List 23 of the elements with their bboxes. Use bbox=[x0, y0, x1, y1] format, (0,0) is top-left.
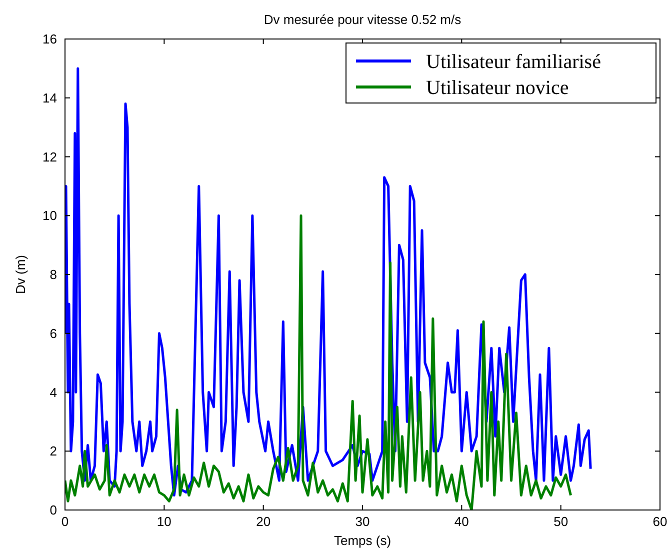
y-tick-label: 12 bbox=[42, 149, 57, 164]
y-tick-label: 4 bbox=[50, 384, 57, 400]
x-tick-label: 50 bbox=[554, 514, 568, 529]
x-tick-label: 20 bbox=[256, 514, 271, 529]
chart-title: Dv mesurée pour vitesse 0.52 m/s bbox=[264, 12, 462, 27]
x-tick-label: 10 bbox=[156, 514, 172, 529]
legend-label: Utilisateur familiarisé bbox=[426, 51, 602, 73]
y-tick-label: 14 bbox=[42, 90, 57, 106]
y-tick-label: 6 bbox=[50, 326, 57, 341]
x-axis-title: Temps (s) bbox=[334, 533, 392, 548]
legend-label: Utilisateur novice bbox=[426, 77, 569, 99]
y-axis-title: Dv (m) bbox=[13, 255, 28, 294]
x-tick-label: 40 bbox=[454, 514, 469, 529]
y-tick-label: 2 bbox=[50, 444, 57, 459]
y-tick-label: 16 bbox=[42, 32, 57, 47]
y-tick-label: 10 bbox=[42, 208, 57, 224]
line-series bbox=[65, 214, 572, 510]
line-series bbox=[65, 67, 592, 497]
x-tick-label: 0 bbox=[61, 514, 69, 529]
x-tick-label: 30 bbox=[355, 514, 370, 529]
x-tick-label: 60 bbox=[652, 514, 668, 529]
y-tick-label: 8 bbox=[50, 267, 57, 282]
y-tick-label: 0 bbox=[50, 502, 57, 518]
